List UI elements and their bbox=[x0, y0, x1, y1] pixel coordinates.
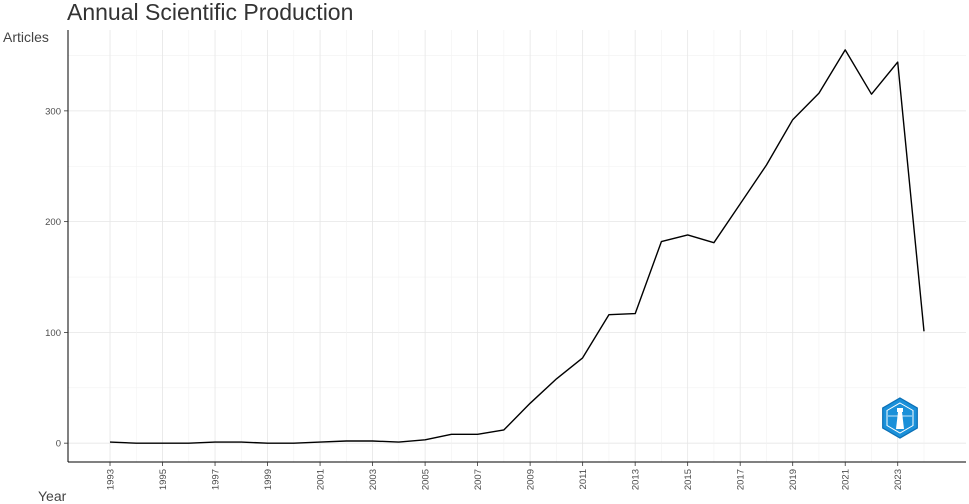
x-tick-label: 2013 bbox=[631, 469, 642, 490]
x-axis-label: Year bbox=[38, 488, 67, 504]
x-tick-label: 2009 bbox=[526, 469, 537, 490]
data-point bbox=[660, 240, 662, 242]
data-point bbox=[713, 241, 715, 243]
data-point bbox=[923, 330, 925, 332]
data-point bbox=[161, 442, 163, 444]
data-point bbox=[345, 440, 347, 442]
x-tick-label: 1993 bbox=[106, 469, 117, 490]
logo-inner-hexagon bbox=[886, 402, 914, 434]
x-tick-label: 2023 bbox=[893, 469, 904, 490]
x-tick-label: 2001 bbox=[316, 469, 327, 490]
y-tick-label: 300 bbox=[45, 106, 61, 117]
data-point bbox=[135, 442, 137, 444]
data-point bbox=[870, 93, 872, 95]
data-point bbox=[293, 442, 295, 444]
chart-title: Annual Scientific Production bbox=[67, 0, 353, 25]
data-point bbox=[765, 164, 767, 166]
data-point bbox=[634, 312, 636, 314]
data-point bbox=[188, 442, 190, 444]
x-tick-label: 2017 bbox=[736, 469, 747, 490]
x-tick-label: 2021 bbox=[841, 469, 852, 490]
data-point bbox=[266, 442, 268, 444]
data-point bbox=[897, 61, 899, 63]
data-point bbox=[371, 440, 373, 442]
x-tick-label: 2011 bbox=[578, 469, 589, 489]
data-point bbox=[240, 441, 242, 443]
data-point bbox=[686, 234, 688, 236]
grid bbox=[68, 30, 966, 462]
data-point bbox=[844, 49, 846, 51]
y-tick-label: 200 bbox=[45, 217, 61, 228]
x-tick-label: 2007 bbox=[473, 469, 484, 490]
data-point bbox=[608, 313, 610, 315]
ticks: 0 100 200 300 1993 1995 1997 1999 2001 2003 2005 20… bbox=[45, 106, 904, 490]
data-point bbox=[398, 441, 400, 443]
data-point bbox=[319, 441, 321, 443]
data-point bbox=[555, 378, 557, 380]
data-point bbox=[424, 439, 426, 441]
x-tick-label: 2019 bbox=[788, 469, 799, 490]
data-point bbox=[476, 433, 478, 435]
lighthouse-lamp bbox=[897, 408, 903, 412]
axes bbox=[67, 30, 966, 463]
series bbox=[109, 49, 925, 444]
data-point bbox=[503, 429, 505, 431]
data-point bbox=[818, 92, 820, 94]
data-point bbox=[109, 441, 111, 443]
data-point bbox=[529, 402, 531, 404]
y-tick-label: 100 bbox=[45, 328, 61, 339]
hexagon-lighthouse-logo bbox=[882, 397, 918, 439]
data-point bbox=[581, 357, 583, 359]
x-tick-label: 2003 bbox=[368, 469, 379, 490]
data-point bbox=[739, 203, 741, 205]
series-line bbox=[109, 49, 925, 444]
data-point bbox=[792, 119, 794, 121]
x-tick-label: 1997 bbox=[211, 469, 222, 490]
x-tick-label: 2015 bbox=[683, 469, 694, 490]
data-point bbox=[450, 433, 452, 435]
y-axis-label: Articles bbox=[3, 29, 49, 45]
x-tick-label: 1995 bbox=[158, 469, 169, 490]
x-tick-label: 1999 bbox=[263, 469, 274, 490]
x-tick-label: 2005 bbox=[421, 469, 432, 490]
y-tick-label: 0 bbox=[56, 439, 61, 450]
data-point bbox=[214, 441, 216, 443]
